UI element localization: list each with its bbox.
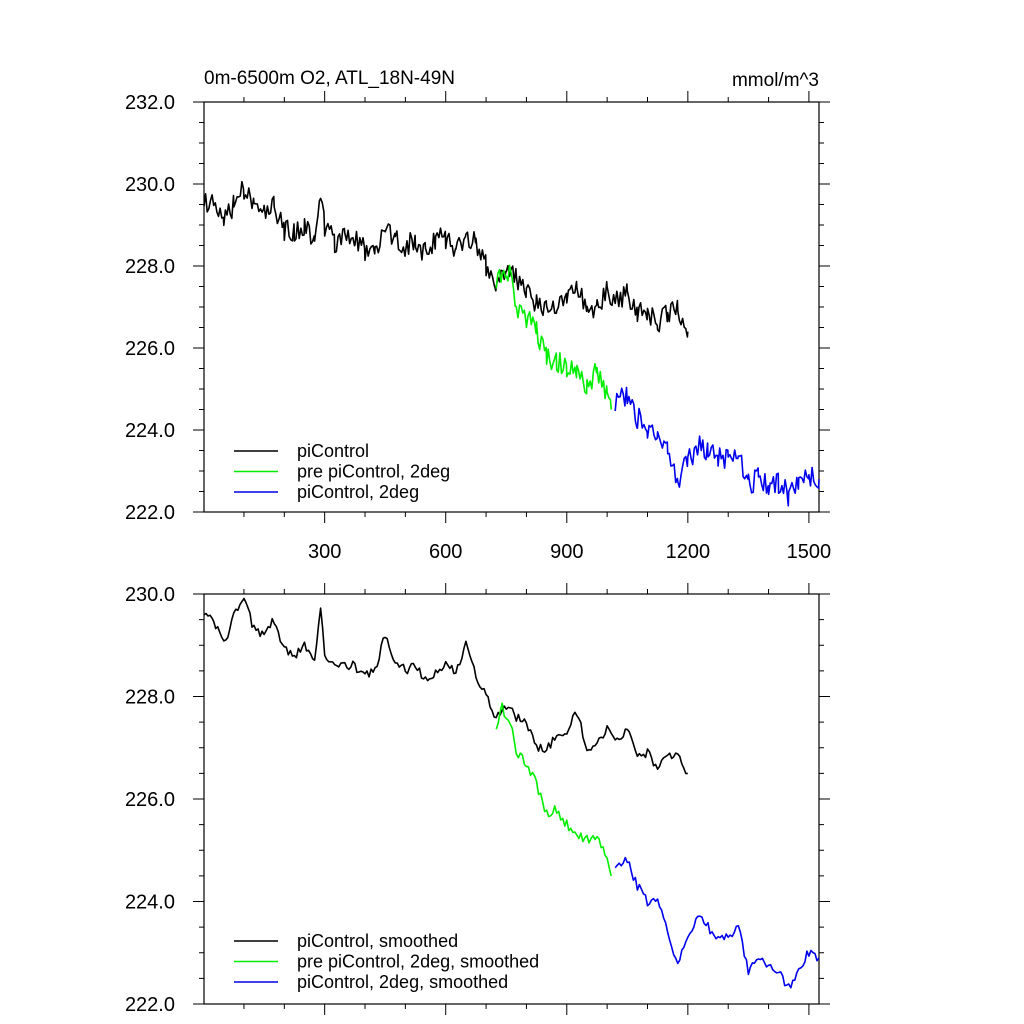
- y-tick-label: 226.0: [125, 789, 175, 811]
- series-line-1: [203, 597, 688, 775]
- top-panel: 222.0 224.0 226.0 228.0 230.0 232.0 300 600 900 1…: [125, 68, 831, 563]
- series-line-2: [495, 264, 612, 410]
- series-line-2: [495, 702, 612, 877]
- y-tick-label: 228.0: [125, 687, 175, 709]
- x-tick-label: 300: [308, 541, 341, 563]
- series-line-3: [614, 386, 820, 507]
- x-tick-label: 600: [429, 541, 462, 563]
- y-tick-label: 230.0: [125, 584, 175, 606]
- y-tick-label: 226.0: [125, 338, 175, 360]
- legend-label: piControl: [297, 441, 369, 461]
- x-tick-label: 1500: [787, 541, 832, 563]
- series-line-3: [614, 856, 820, 989]
- y-tick-label: 232.0: [125, 92, 175, 114]
- y-tick-label: 228.0: [125, 256, 175, 278]
- units-label: mmol/m^3: [732, 70, 819, 91]
- y-tick-label: 224.0: [125, 892, 175, 914]
- y-tick-label: 230.0: [125, 174, 175, 196]
- legend-label: piControl, smoothed: [297, 931, 458, 951]
- x-tick-label: 1200: [666, 541, 711, 563]
- y-tick-label: 222.0: [125, 994, 175, 1016]
- bottom-panel: 222.0 224.0 226.0 228.0 230.0 piControl, smoo…: [125, 583, 830, 1016]
- legend-label: piControl, 2deg, smoothed: [297, 972, 508, 992]
- y-tick-label: 224.0: [125, 420, 175, 442]
- series-line-1: [203, 180, 689, 338]
- chart-title: 0m-6500m O2, ATL_18N-49N: [204, 68, 455, 89]
- x-tick-label: 900: [550, 541, 583, 563]
- legend-label: pre piControl, 2deg: [297, 462, 450, 482]
- legend-label: pre piControl, 2deg, smoothed: [297, 952, 539, 972]
- legend-label: piControl, 2deg: [297, 482, 419, 502]
- y-tick-label: 222.0: [125, 502, 175, 524]
